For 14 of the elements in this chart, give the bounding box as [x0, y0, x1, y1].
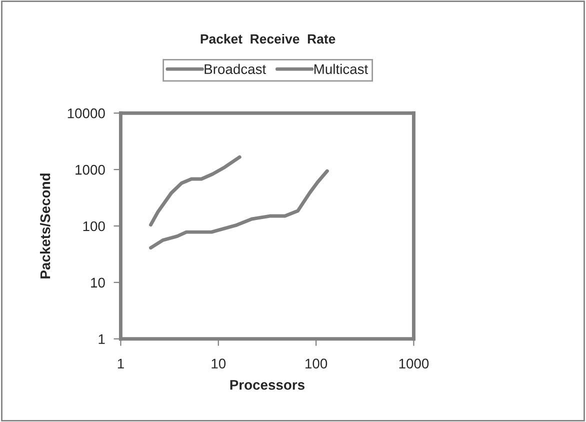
y-axis-title: Packets/Second: [40, 174, 50, 278]
x-tick-label: 1: [118, 358, 124, 368]
legend-label: Broadcast: [204, 64, 266, 74]
y-tick-label: 10000: [68, 108, 105, 118]
legend-label: Multicast: [314, 64, 368, 74]
y-tick-label: 1: [98, 334, 105, 344]
x-tick-label: 100: [306, 358, 328, 369]
chart-title: Packet Receive Rate: [200, 34, 336, 44]
x-tick-label: 10: [212, 358, 226, 369]
x-tick-label: 1000: [399, 358, 429, 369]
y-tick-label: 10: [91, 278, 105, 288]
x-axis-title: Processors: [230, 380, 304, 390]
y-tick-label: 100: [83, 221, 105, 232]
y-tick-label: 1000: [76, 164, 105, 175]
